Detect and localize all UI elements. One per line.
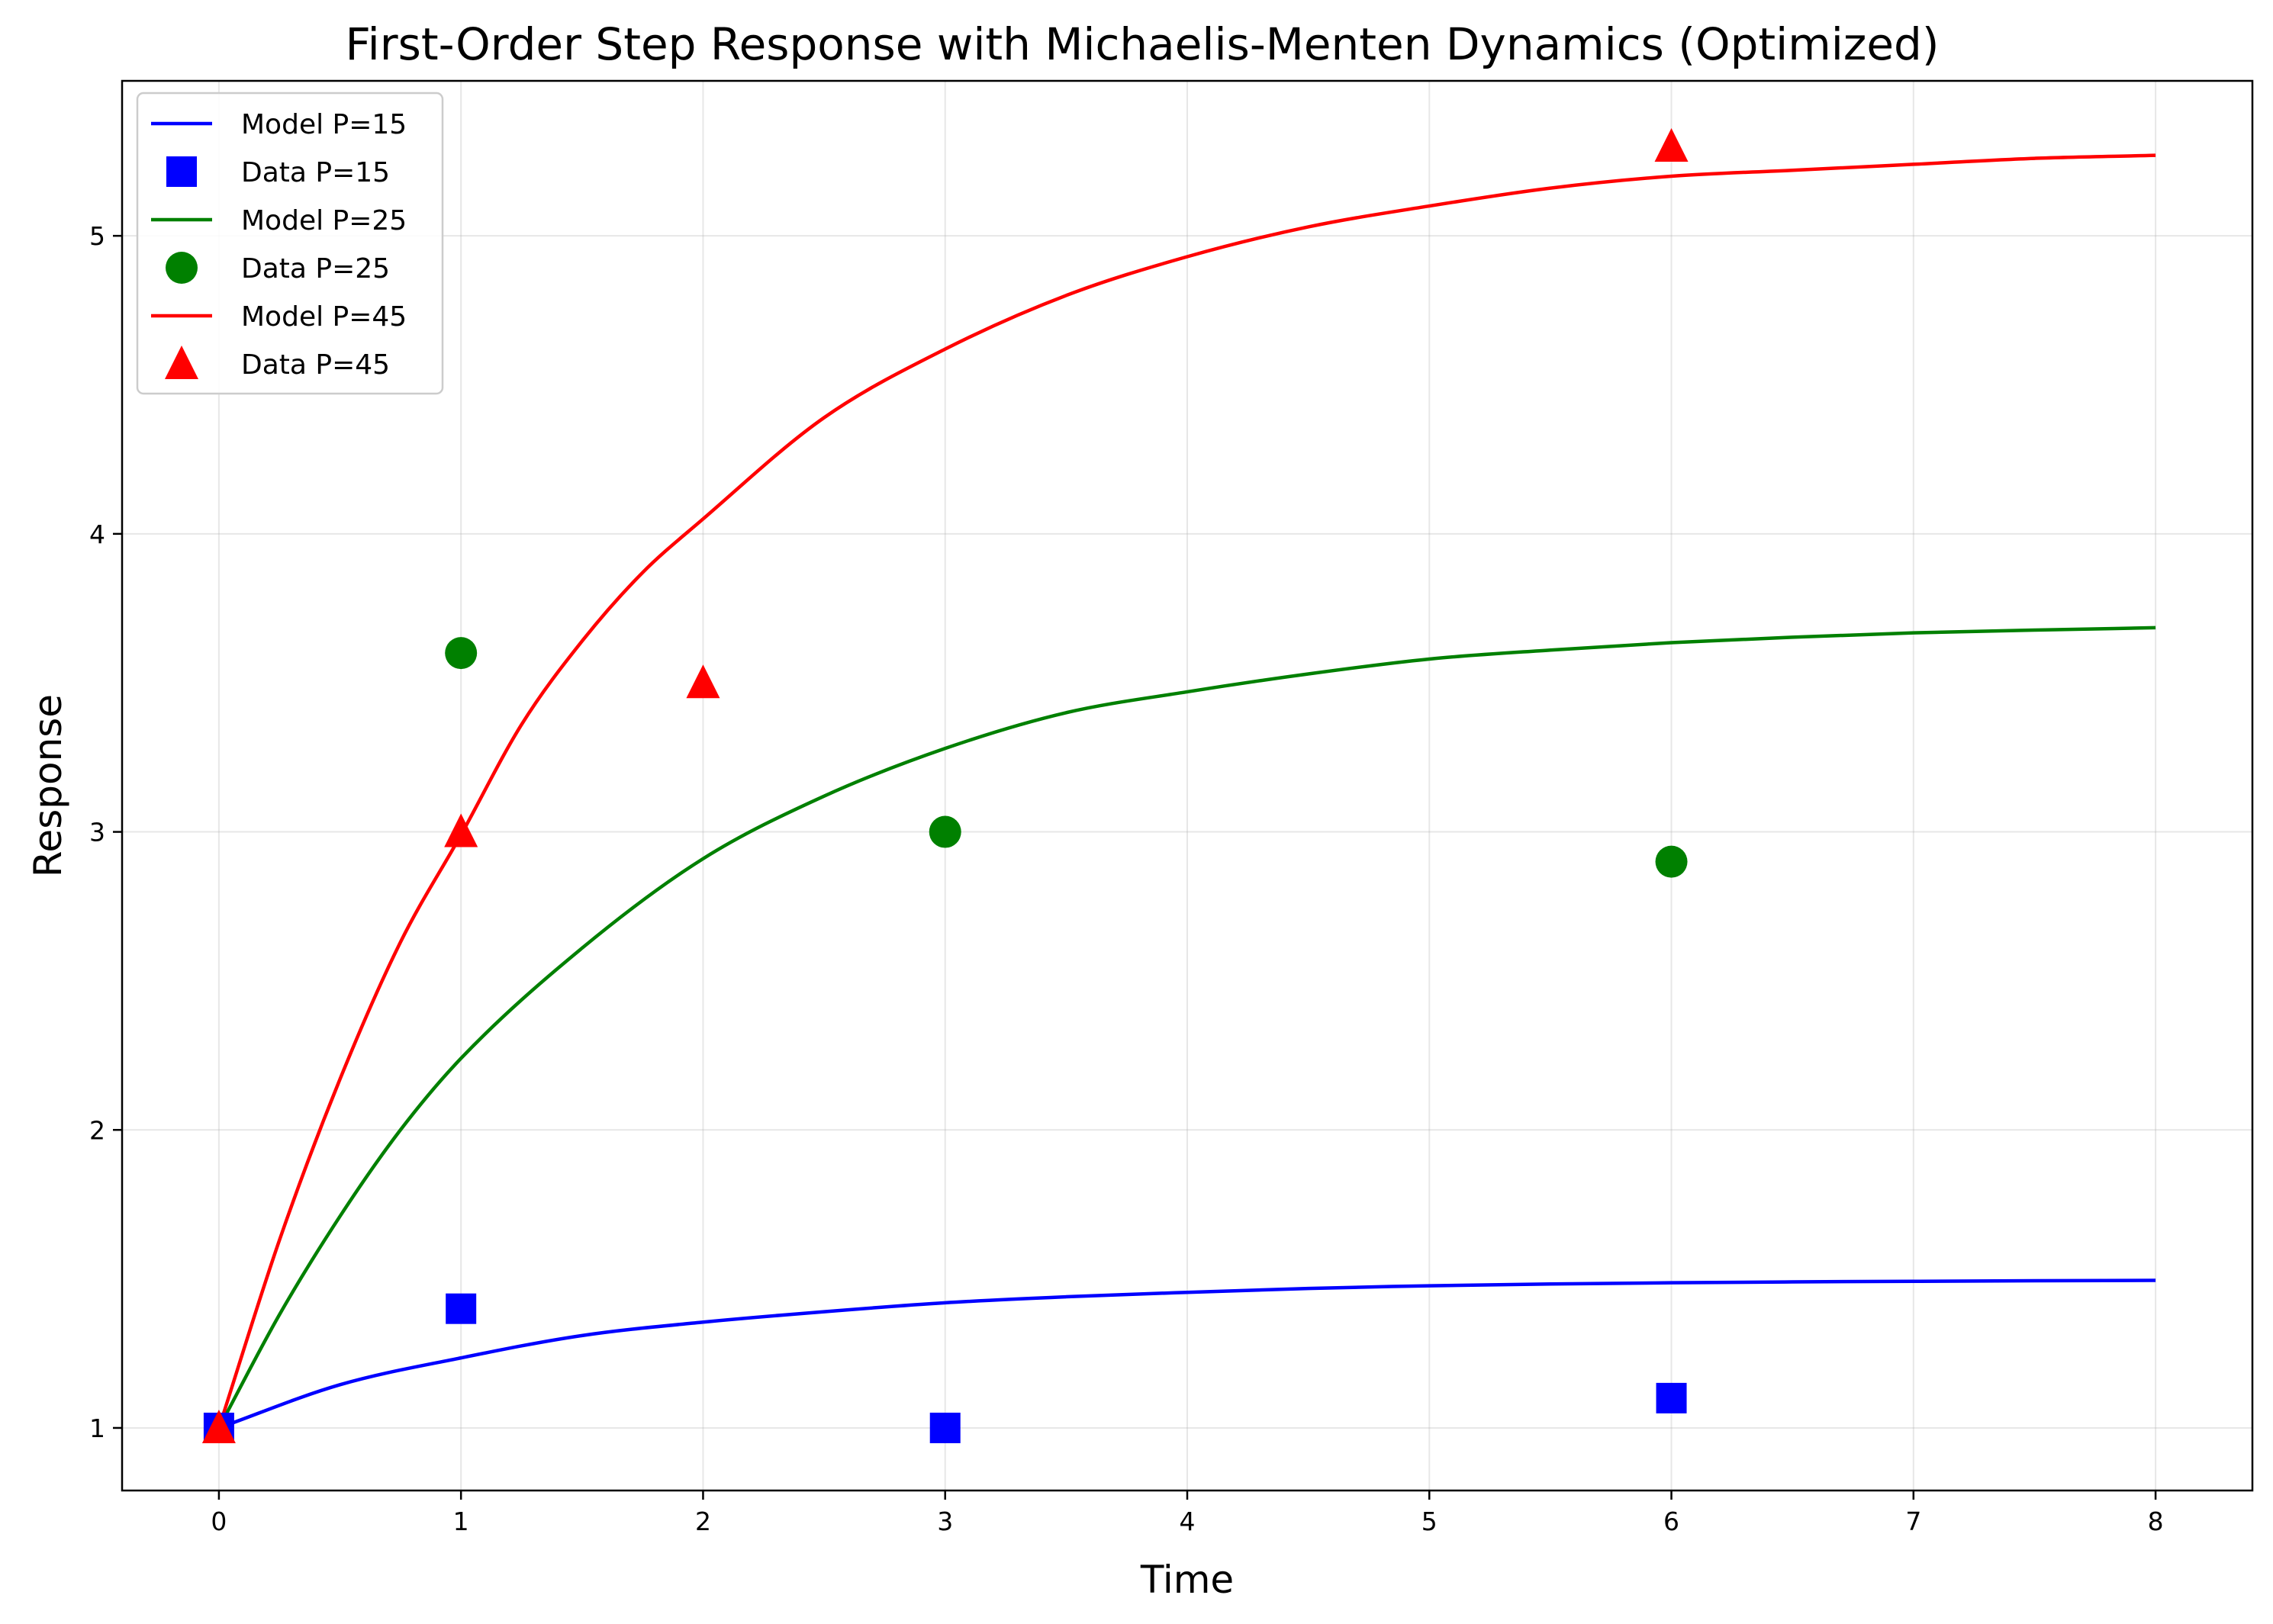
x-axis-label: Time — [1140, 1558, 1234, 1602]
point-data-p-15 — [446, 1293, 477, 1324]
x-tick-label: 6 — [1663, 1507, 1679, 1536]
legend: Model P=15 Data P=15 Model P=25 Data P=25 Mo… — [136, 92, 444, 395]
x-tick-label: 7 — [1905, 1507, 1921, 1536]
y-tick-label: 2 — [89, 1115, 105, 1145]
point-data-p-45 — [1654, 127, 1689, 162]
y-tick-label: 1 — [89, 1413, 105, 1443]
legend-label-model-p-45: Model P=45 — [241, 301, 407, 333]
y-tick-label: 3 — [89, 818, 105, 847]
legend-swatch-data-p-25 — [166, 252, 198, 284]
legend-swatch-data-p-15 — [166, 156, 197, 187]
legend-label-data-p-25: Data P=25 — [241, 253, 390, 285]
chart-title: First-Order Step Response with Michaelis… — [346, 18, 1940, 70]
y-tick-label: 4 — [89, 519, 105, 549]
x-tick-label: 1 — [453, 1507, 469, 1536]
x-tick-label: 8 — [2148, 1507, 2164, 1536]
point-data-p-45 — [201, 1409, 236, 1443]
legend-label-data-p-45: Data P=45 — [241, 349, 390, 381]
point-data-p-45 — [686, 664, 720, 699]
point-data-p-15 — [1656, 1382, 1687, 1413]
line-model-p-25 — [217, 625, 2156, 1429]
point-data-p-45 — [444, 813, 478, 847]
legend-label-model-p-25: Model P=25 — [241, 205, 407, 236]
point-data-p-25 — [929, 815, 961, 848]
point-data-p-25 — [445, 637, 478, 670]
legend-box — [136, 92, 444, 395]
series-area — [201, 127, 2156, 1443]
legend-swatch-data-p-45 — [165, 346, 198, 379]
x-tick-label: 4 — [1180, 1507, 1196, 1536]
y-axis-label: Response — [26, 694, 70, 877]
axis-ticks: 0 1 2 3 4 5 6 7 8 1 2 3 4 5 — [89, 221, 2164, 1536]
point-data-p-25 — [1655, 845, 1688, 878]
line-model-p-15 — [218, 1278, 2156, 1430]
line-model-p-45 — [217, 153, 2156, 1429]
y-tick-label: 5 — [89, 221, 105, 251]
grid — [122, 81, 2252, 1491]
x-tick-label: 2 — [695, 1507, 711, 1536]
x-tick-label: 0 — [211, 1507, 227, 1536]
legend-label-model-p-15: Model P=15 — [241, 109, 407, 140]
legend-label-data-p-15: Data P=15 — [241, 157, 390, 188]
point-data-p-15 — [929, 1412, 961, 1443]
x-tick-label: 3 — [937, 1507, 953, 1536]
x-tick-label: 5 — [1421, 1507, 1438, 1536]
